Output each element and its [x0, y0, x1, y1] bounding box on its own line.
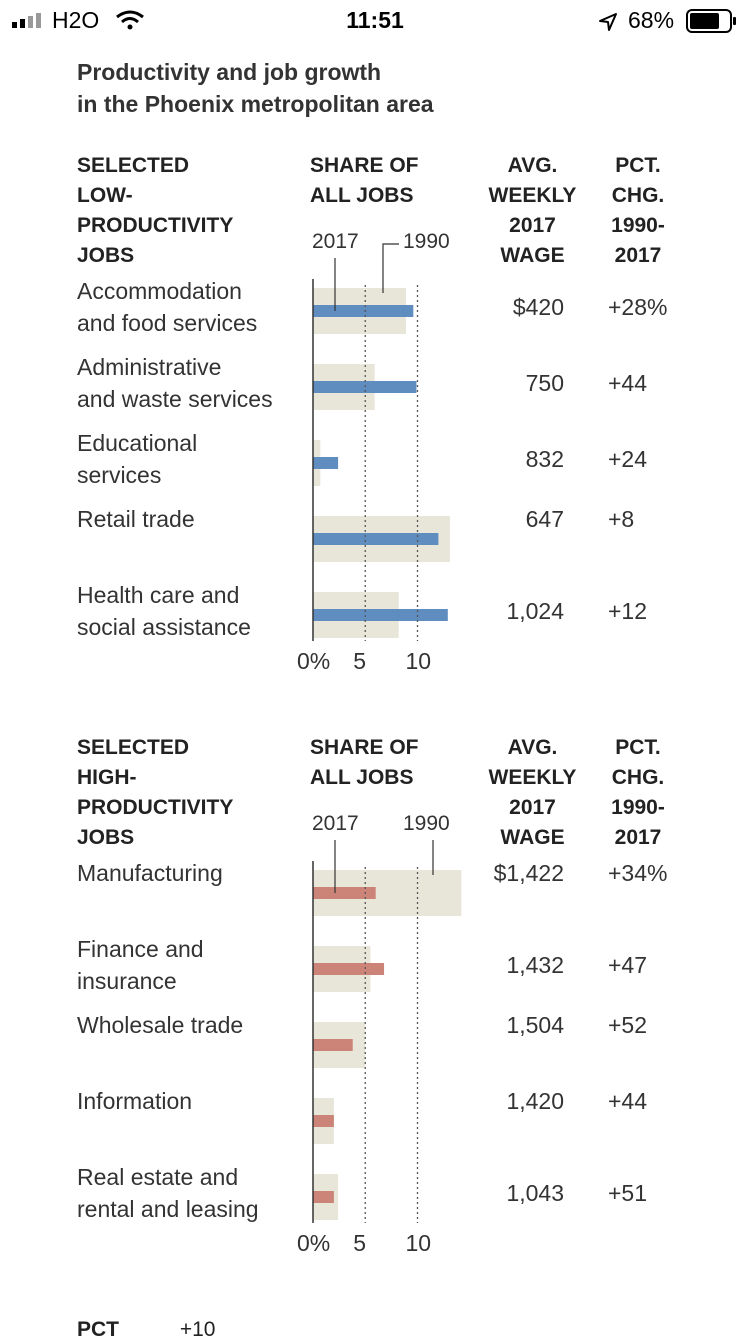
wage-value: 1,432: [506, 952, 564, 978]
tick-label: 10: [405, 648, 432, 674]
wage-value: 832: [525, 446, 564, 472]
bar-2017-1-0: [313, 887, 376, 899]
wage-header-2: AVG. WEEKLY 2017 WAGE: [488, 736, 577, 849]
clock-time: 11:51: [346, 7, 404, 33]
pct-value: +47: [608, 952, 648, 978]
share-header-2: SHARE OF ALL JOBS: [310, 736, 419, 789]
low-group-label: SELECTED LOW- PRODUCTIVITY JOBS: [77, 154, 234, 267]
tick-label: 5: [353, 648, 367, 674]
tick-label: 0%: [297, 1230, 331, 1256]
footer-pct-value: +10: [179, 1318, 216, 1341]
battery-percent: 68%: [628, 7, 675, 33]
category-label: Information: [77, 1088, 193, 1114]
wage-value: 1,420: [506, 1088, 564, 1114]
location-arrow-icon: [599, 13, 617, 31]
bar-2017-0-0: [313, 305, 414, 317]
category-label: Educational services: [77, 430, 198, 488]
bar-2017-1-1: [313, 963, 385, 975]
legend-1990-label: 1990: [403, 230, 450, 253]
tick-label: 10: [405, 1230, 432, 1256]
high-group-label: SELECTED HIGH- PRODUCTIVITY JOBS: [77, 736, 234, 849]
pct-value: +12: [608, 598, 648, 624]
pct-value: +52: [608, 1012, 648, 1038]
category-label: Finance and insurance: [77, 936, 204, 994]
chart-title: Productivity and job growth in the Phoen…: [77, 59, 434, 117]
wage-value: $1,422: [493, 860, 564, 886]
legend-1990-label-2: 1990: [403, 812, 450, 835]
pct-header: PCT. CHG. 1990- 2017: [611, 154, 665, 267]
pct-value: +24: [608, 446, 648, 472]
footer-pct-label: PCT: [77, 1318, 119, 1341]
tick-label: 5: [353, 1230, 367, 1256]
battery-icon: [686, 9, 736, 33]
bar-2017-1-3: [313, 1115, 334, 1127]
footer-partial: PCT +10: [77, 1318, 215, 1342]
wage-header: AVG. WEEKLY 2017 WAGE: [488, 154, 577, 267]
wage-value: $420: [512, 294, 564, 320]
legend-2017-label-2: 2017: [312, 812, 359, 835]
wage-value: 1,043: [506, 1180, 564, 1206]
legend-leader-1990: [382, 243, 399, 293]
wage-value: 647: [525, 506, 564, 532]
pct-value: +34%: [608, 860, 668, 886]
category-label: Real estate and rental and leasing: [77, 1164, 259, 1222]
legend-2017-label: 2017: [312, 230, 359, 253]
category-label: Wholesale trade: [77, 1012, 244, 1038]
bar-2017-1-4: [313, 1191, 334, 1203]
bar-2017-0-3: [313, 533, 439, 545]
category-label: Health care and social assistance: [77, 582, 251, 640]
pct-value: +44: [608, 1088, 648, 1114]
wage-value: 750: [525, 370, 564, 396]
pct-header-2: PCT. CHG. 1990- 2017: [611, 736, 665, 849]
status-bar: H2O 11:51 68%: [0, 0, 750, 40]
carrier-name: H2O: [52, 7, 100, 33]
category-label: Retail trade: [77, 506, 195, 532]
wifi-icon: [116, 10, 144, 30]
bar-2017-0-2: [313, 457, 339, 469]
share-header: SHARE OF ALL JOBS: [310, 154, 419, 207]
wage-value: 1,504: [506, 1012, 564, 1038]
category-label: Accommodation and food services: [77, 278, 258, 336]
pct-value: +51: [608, 1180, 648, 1206]
pct-value: +8: [608, 506, 635, 532]
tick-label: 0%: [297, 648, 331, 674]
bar-2017-1-2: [313, 1039, 353, 1051]
wage-value: 1,024: [506, 598, 564, 624]
signal-icon: [12, 13, 41, 28]
pct-value: +28%: [608, 294, 668, 320]
category-label: Administrative and waste services: [77, 354, 273, 412]
pct-value: +44: [608, 370, 648, 396]
category-label: Manufacturing: [77, 860, 223, 886]
bar-2017-0-4: [313, 609, 448, 621]
